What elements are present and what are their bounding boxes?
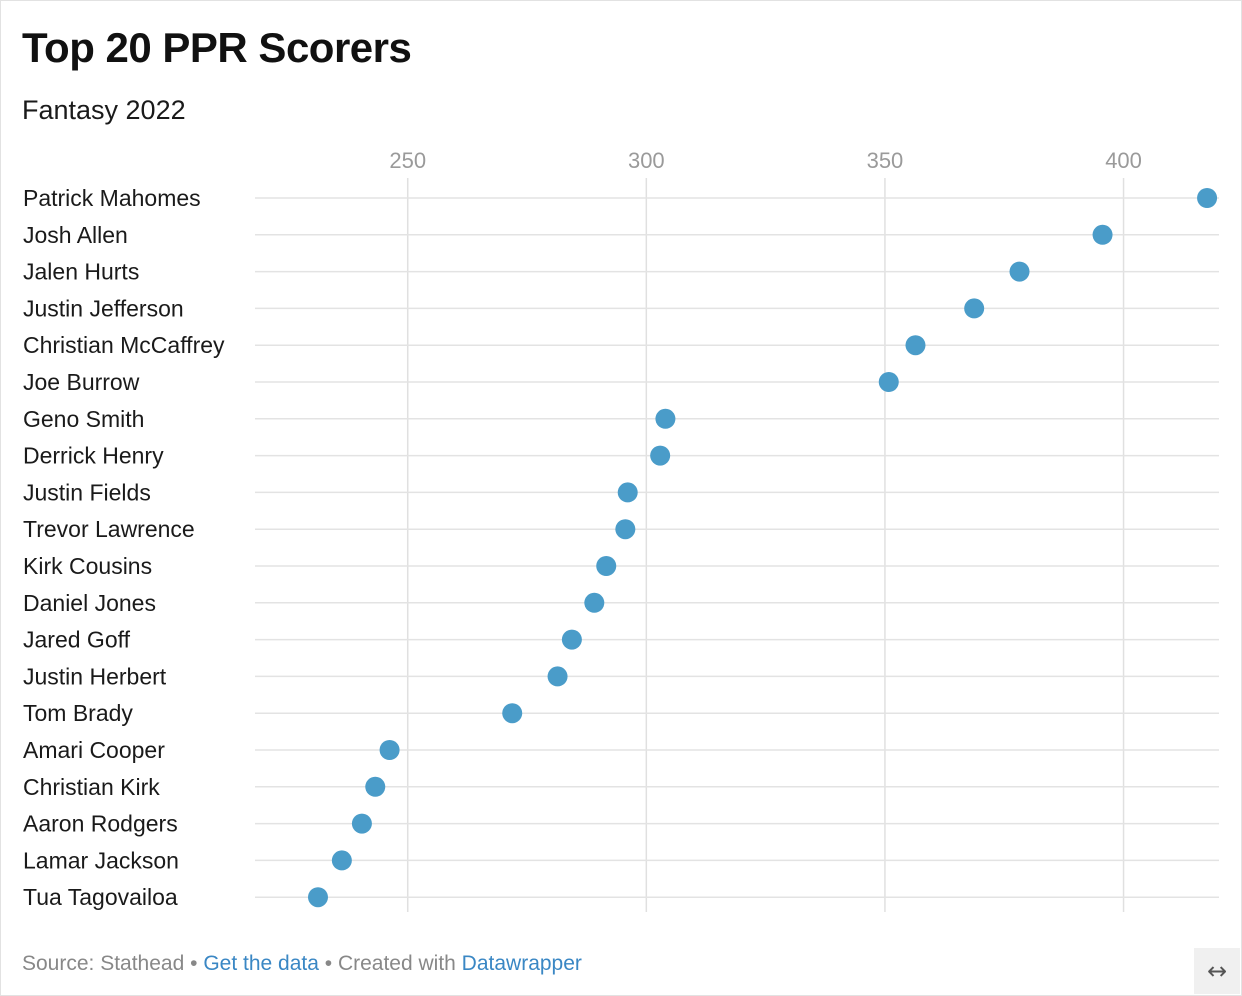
category-label: Kirk Cousins (23, 553, 152, 579)
data-point (1092, 224, 1113, 245)
category-label: Lamar Jackson (23, 847, 179, 873)
category-label: Derrick Henry (23, 443, 164, 469)
data-point (655, 408, 676, 429)
get-the-data-link[interactable]: Get the data (203, 952, 319, 975)
page-subtitle: Fantasy 2022 (22, 95, 186, 125)
expand-button[interactable]: ↔ (1194, 948, 1240, 994)
category-label: Jalen Hurts (23, 259, 139, 285)
category-label: Tom Brady (23, 700, 133, 726)
footer-separator: • (318, 952, 338, 975)
category-label: Jared Goff (23, 627, 131, 653)
category-label: Geno Smith (23, 406, 144, 432)
data-point (596, 556, 617, 576)
data-point (584, 592, 605, 613)
data-point (617, 482, 638, 503)
category-label: Amari Cooper (23, 737, 165, 763)
data-point (905, 335, 926, 356)
category-label: Josh Allen (23, 222, 128, 248)
category-label: Tua Tagovailoa (23, 884, 178, 910)
category-label: Patrick Mahomes (23, 185, 201, 211)
data-point (1197, 188, 1218, 208)
x-tick-label: 350 (867, 148, 904, 173)
data-point (561, 629, 582, 650)
data-point (379, 740, 400, 760)
x-tick-label: 400 (1105, 148, 1142, 173)
data-point (615, 519, 636, 540)
data-point (547, 666, 568, 687)
expand-arrows-icon: ↔ (1206, 957, 1228, 985)
data-point (878, 372, 899, 392)
category-label: Joe Burrow (23, 369, 140, 395)
data-point (1009, 261, 1030, 282)
footer-separator: • (184, 952, 204, 975)
category-label: Christian McCaffrey (23, 332, 225, 358)
category-label: Justin Jefferson (23, 295, 184, 321)
source-text: Source: Stathead (22, 952, 185, 975)
category-label: Trevor Lawrence (23, 516, 195, 542)
data-point (307, 887, 328, 908)
category-label: Daniel Jones (23, 590, 156, 616)
data-point (331, 850, 352, 871)
data-point (502, 703, 523, 724)
data-point (365, 776, 386, 797)
category-label: Justin Herbert (23, 663, 167, 689)
chart-footer: Source: Stathead • Get the data • Create… (22, 952, 582, 976)
data-point (351, 813, 372, 834)
data-point (650, 445, 671, 466)
x-tick-label: 250 (389, 148, 426, 173)
dot-plot: 250 300 350 400 Patrick Mahomes Josh Allen Jal… (23, 148, 1219, 912)
data-point (964, 298, 985, 319)
category-label: Aaron Rodgers (23, 811, 178, 837)
created-with-text: Created with (337, 952, 456, 975)
page-title: Top 20 PPR Scorers (22, 24, 412, 71)
x-tick-label: 300 (628, 148, 665, 173)
datawrapper-link[interactable]: Datawrapper (461, 952, 582, 975)
category-label: Justin Fields (23, 479, 151, 505)
category-label: Christian Kirk (23, 774, 160, 800)
